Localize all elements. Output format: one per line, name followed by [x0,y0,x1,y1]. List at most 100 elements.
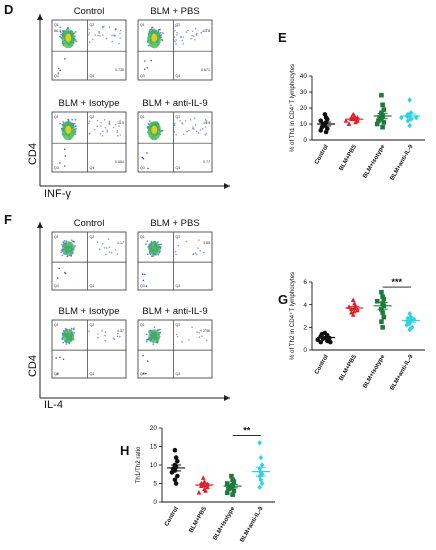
event-dot [186,130,188,133]
quadrant-label: Q3 [54,74,59,78]
x-tick-label: BLM+anti-IL-9 [389,353,414,391]
data-point [231,488,237,494]
series-group [401,311,420,333]
event-dot [173,36,176,38]
event-dot [62,358,65,361]
event-dot [108,246,111,248]
event-dot [88,28,90,31]
event-dot [147,338,150,341]
y-tick-label: 6 [303,279,307,286]
flow-y-label: CD4 [27,355,39,377]
event-dot [61,29,64,32]
event-dot [70,239,73,242]
event-dot [188,339,190,341]
event-dot [116,131,119,133]
y-axis-label: % of Th1 in CD4⁺T lymphocytes [289,64,296,152]
event-dot [195,34,198,36]
event-dot [104,339,107,342]
quadrant-label: Q2 [90,23,95,27]
event-dot [194,27,197,30]
data-point [224,481,230,486]
event-dot [199,129,202,131]
panel-letter: H [120,443,129,458]
flow-plot: Control Q1 86.4 Q2 Q3 Q4 0.736 [51,6,127,81]
quadrant-label: Q1 [140,23,145,27]
flow-plot-title: Control [74,218,105,229]
quadrant-label: Q2 [90,235,95,239]
scatter-chart-e: E 0 10 20 30 40 % of Th1 in CD4⁺T lymphocytes C… [278,30,425,182]
quadrant-label: Q3 [54,372,59,376]
event-dot [158,28,161,31]
significance-label: ** [243,425,251,435]
event-dot [142,372,145,375]
quadrant-label: Q1 [54,115,59,119]
event-dot [204,134,207,136]
event-dot [193,117,196,119]
event-dot [175,134,177,136]
event-dot [152,255,155,257]
event-dot [57,72,60,74]
event-dot [66,255,69,258]
data-point [374,298,380,304]
event-dot [150,26,153,29]
event-dot [88,41,91,43]
data-point [381,107,387,112]
event-dot [119,134,122,136]
event-dot [202,251,205,254]
event-dot [198,332,201,334]
event-dot [110,251,113,254]
quadrant-label: Q3 [54,284,59,288]
event-dot [70,327,73,330]
event-dot [174,25,177,28]
event-dot [173,39,175,41]
y-tick-label: 10 [150,462,158,469]
event-dot [55,357,57,359]
event-dot [97,34,99,37]
significance-label: *** [391,277,402,287]
event-dot [96,119,99,122]
data-point [205,484,210,490]
event-dot [197,247,199,249]
event-dot [64,165,66,167]
event-dot [64,148,66,150]
series-group [315,330,336,345]
y-tick-label: 0 [303,347,307,354]
data-point [404,322,409,328]
event-dot [88,120,91,123]
quadrant-label: Q4 [176,166,181,170]
event-dot [205,339,208,342]
data-point [349,309,354,315]
data-point [380,325,385,330]
event-dot [145,243,147,246]
event-dot [74,118,77,121]
event-dot [200,31,202,34]
event-dot [62,121,65,123]
flow-x-label: INF-γ [44,188,71,200]
event-dot [116,129,119,132]
density-peak [151,33,158,42]
series-group [343,111,364,126]
series-group [345,297,364,317]
event-dot [56,277,59,279]
series-group [317,112,336,135]
event-dot [185,240,188,243]
data-point [353,119,358,125]
event-dot [105,37,108,40]
event-dot [119,119,121,122]
event-dot [102,130,104,133]
event-dot [192,253,194,256]
event-dot [103,119,106,121]
event-dot [64,272,67,275]
event-dot [145,338,148,341]
quadrant-percent: 86.4 [54,29,61,33]
event-dot [104,126,107,129]
flow-plot-title: BLM + PBS [150,218,199,229]
quadrant-label: Q1 [140,235,145,239]
event-dot [94,34,96,36]
event-dot [98,32,101,34]
data-point [405,315,411,321]
event-dot [112,126,115,129]
event-dot [66,27,69,29]
quadrant-label: Q1 [140,115,145,119]
